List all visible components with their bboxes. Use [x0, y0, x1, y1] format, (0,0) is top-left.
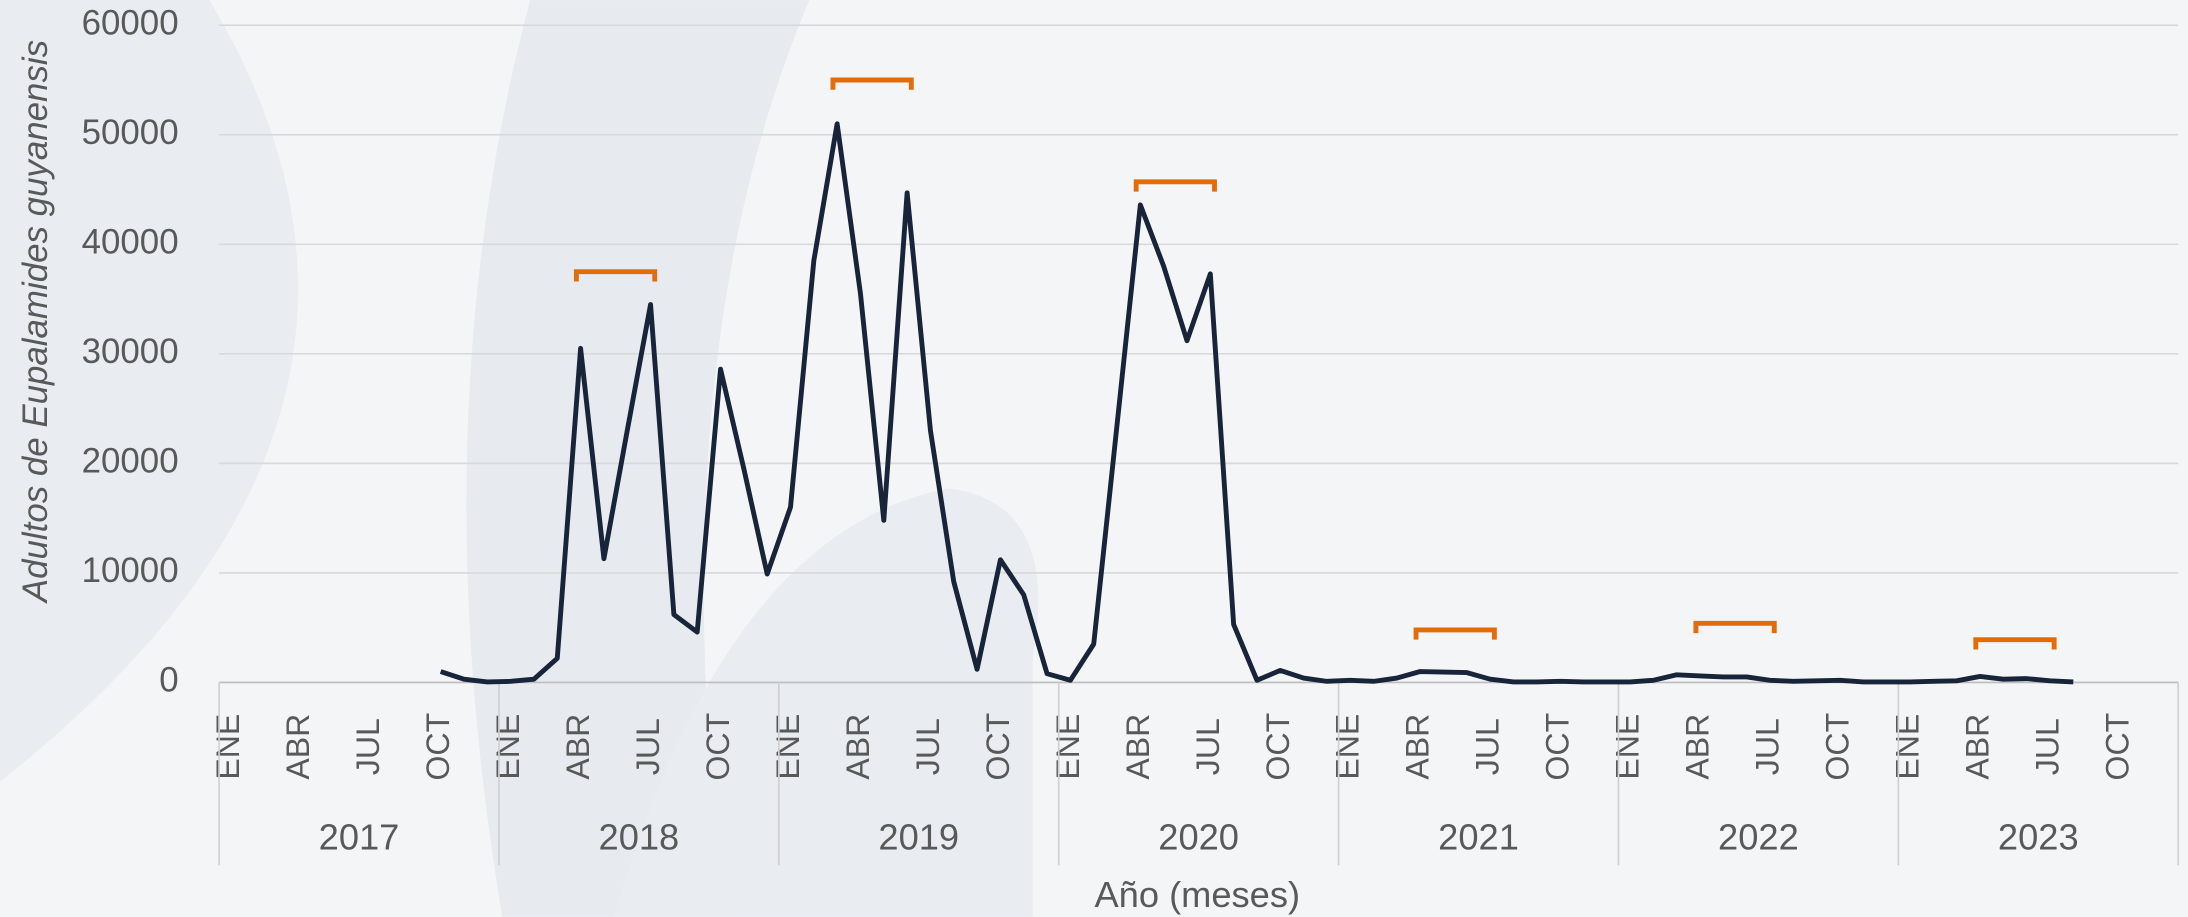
- year-label: 2019: [878, 817, 959, 858]
- x-tick-label: ENE: [770, 714, 806, 780]
- x-tick-label: ENE: [1610, 714, 1646, 780]
- year-label: 2020: [1158, 817, 1239, 858]
- x-tick-label: JUL: [910, 718, 946, 775]
- x-tick-label: JUL: [1470, 718, 1506, 775]
- x-tick-label: ABR: [280, 714, 316, 780]
- year-label: 2018: [599, 817, 680, 858]
- background-decoration: [0, 0, 1039, 917]
- x-axis-title: Año (meses): [1094, 874, 1300, 915]
- x-tick-label: JUL: [630, 718, 666, 775]
- x-tick-label: JUL: [1190, 718, 1226, 775]
- x-tick-label: ABR: [1120, 714, 1156, 780]
- x-tick-label: ABR: [840, 714, 876, 780]
- period-bracket: [573, 269, 658, 282]
- y-tick-label: 10000: [82, 551, 179, 590]
- y-tick-label: 60000: [82, 3, 179, 42]
- y-tick-label: 0: [159, 661, 178, 700]
- x-tick-label: ENE: [210, 714, 246, 780]
- period-bracket: [1133, 179, 1217, 192]
- x-tick-label: ENE: [1330, 714, 1366, 780]
- data-line: [439, 121, 2074, 685]
- period-bracket: [1973, 637, 2057, 650]
- y-tick-label: 40000: [82, 223, 179, 262]
- period-bracket: [830, 77, 914, 90]
- y-tick-label: 20000: [82, 442, 179, 481]
- x-tick-label: ABR: [1680, 714, 1716, 780]
- x-tick-label: OCT: [1540, 713, 1576, 781]
- y-tick-label: 30000: [82, 332, 179, 371]
- x-tick-label: OCT: [1820, 713, 1856, 781]
- period-bracket: [1413, 627, 1497, 640]
- period-bracket: [1693, 620, 1777, 634]
- y-axis-title: Adultos de Eupalamides guyanensis: [16, 40, 55, 604]
- year-label: 2022: [1718, 817, 1799, 858]
- x-tick-label: OCT: [420, 713, 456, 781]
- x-tick-label: OCT: [700, 713, 736, 781]
- x-tick-label: JUL: [2029, 718, 2065, 775]
- x-tick-label: JUL: [1750, 718, 1786, 775]
- x-tick-label: OCT: [980, 713, 1016, 781]
- x-tick-label: ENE: [490, 714, 526, 780]
- x-tick-label: OCT: [2099, 713, 2135, 781]
- x-tick-label: JUL: [350, 718, 386, 775]
- x-tick-label: ENE: [1050, 714, 1086, 780]
- year-label: 2023: [1998, 817, 2079, 858]
- x-tick-label: OCT: [1260, 713, 1296, 781]
- x-tick-label: ABR: [1959, 714, 1995, 780]
- y-tick-label: 50000: [82, 113, 179, 152]
- year-label: 2017: [319, 817, 400, 858]
- year-label: 2021: [1438, 817, 1519, 858]
- x-tick-label: ABR: [1400, 714, 1436, 780]
- x-tick-label: ABR: [560, 714, 596, 780]
- x-tick-label: ENE: [1889, 714, 1925, 780]
